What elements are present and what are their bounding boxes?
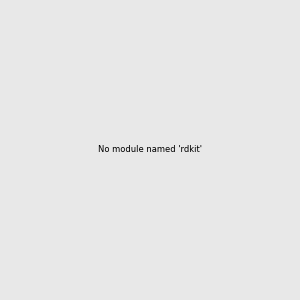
Text: No module named 'rdkit': No module named 'rdkit' <box>98 146 202 154</box>
